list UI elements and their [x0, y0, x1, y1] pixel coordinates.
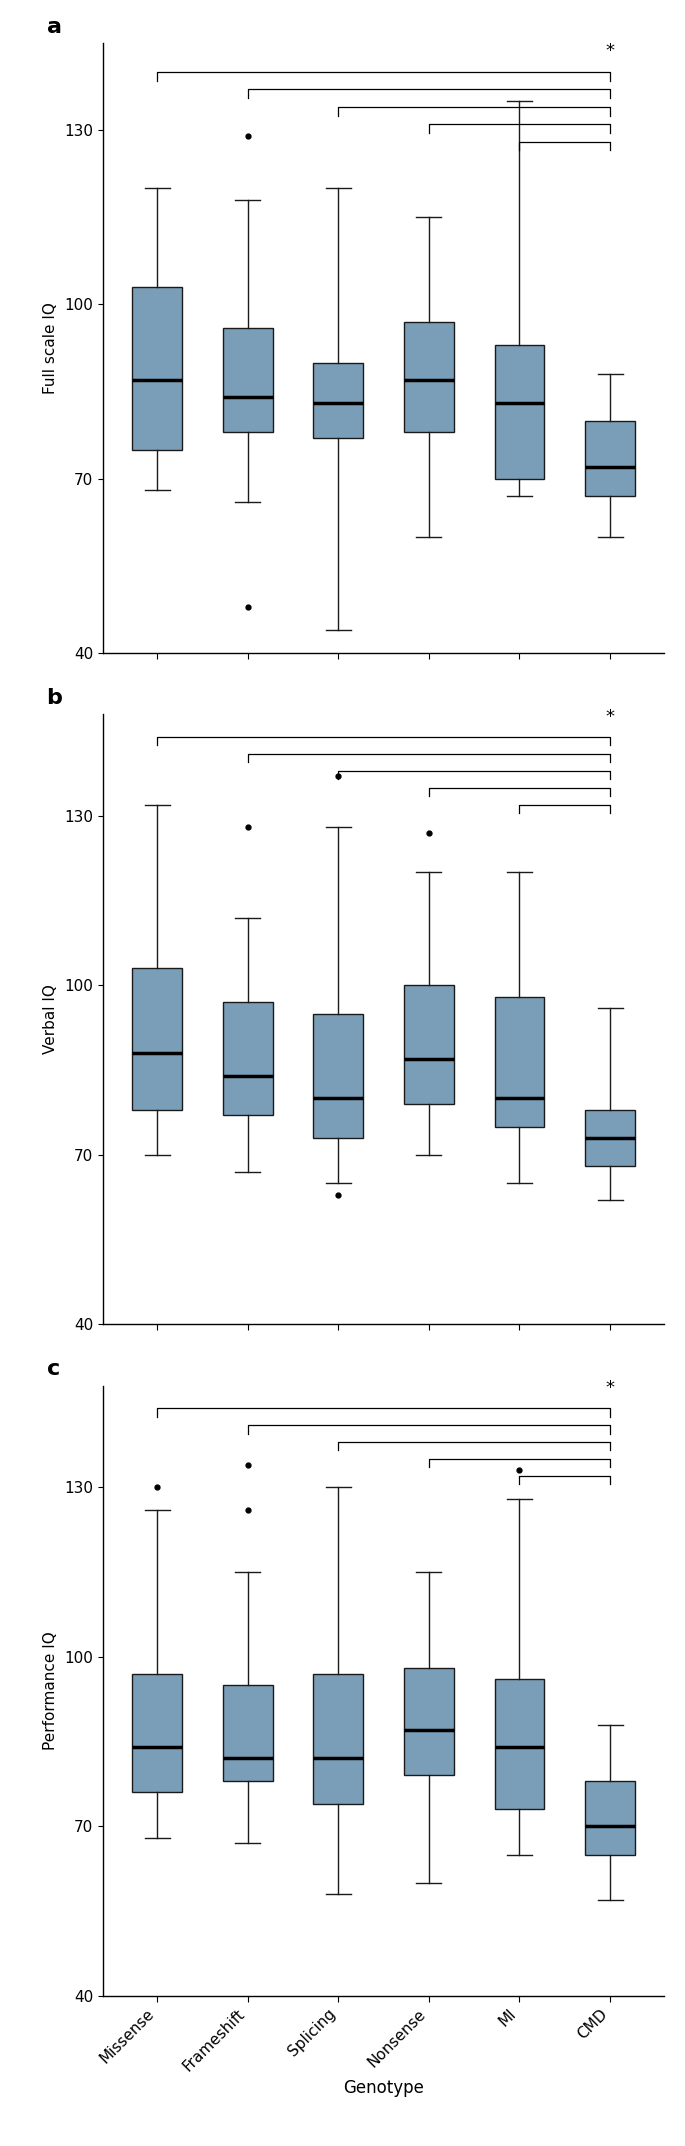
PathPatch shape: [132, 1674, 182, 1792]
PathPatch shape: [495, 1680, 545, 1809]
Y-axis label: Performance IQ: Performance IQ: [43, 1631, 58, 1749]
PathPatch shape: [223, 1002, 273, 1116]
PathPatch shape: [495, 996, 545, 1127]
Text: *: *: [606, 1380, 614, 1397]
Y-axis label: Verbal IQ: Verbal IQ: [43, 985, 58, 1054]
PathPatch shape: [132, 288, 182, 451]
PathPatch shape: [585, 421, 635, 496]
PathPatch shape: [223, 328, 273, 431]
PathPatch shape: [314, 1674, 363, 1803]
PathPatch shape: [404, 985, 453, 1103]
PathPatch shape: [404, 322, 453, 431]
Text: a: a: [47, 17, 62, 36]
Text: c: c: [47, 1358, 60, 1380]
PathPatch shape: [132, 968, 182, 1109]
PathPatch shape: [585, 1781, 635, 1854]
Y-axis label: Full scale IQ: Full scale IQ: [43, 303, 58, 395]
PathPatch shape: [585, 1109, 635, 1165]
PathPatch shape: [314, 363, 363, 438]
Text: *: *: [606, 708, 614, 725]
PathPatch shape: [223, 1685, 273, 1781]
X-axis label: Genotype: Genotype: [343, 2079, 424, 2097]
PathPatch shape: [314, 1013, 363, 1137]
PathPatch shape: [404, 1667, 453, 1775]
Text: *: *: [606, 43, 614, 60]
PathPatch shape: [495, 346, 545, 479]
Text: b: b: [47, 689, 62, 708]
